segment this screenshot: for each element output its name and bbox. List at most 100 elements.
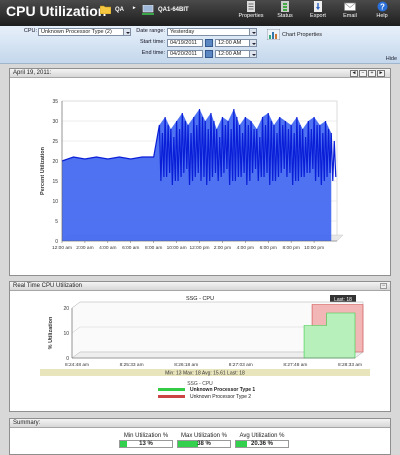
chevron-down-icon: [249, 40, 256, 46]
x-tick-label: 10:00 pm: [304, 245, 324, 251]
status-icon: [281, 1, 289, 12]
x-tick-label: 8:00 am: [145, 245, 162, 251]
legend-label: Unknown Processor Type 2: [190, 394, 251, 400]
chevron-down-icon: [123, 29, 130, 35]
y-tick-label: 10: [63, 331, 69, 337]
prev-day-button[interactable]: ◄: [350, 70, 358, 77]
x-tick-label: 8:25:33 am: [120, 362, 144, 368]
start-date-input[interactable]: 04/19/2011: [167, 39, 203, 47]
help-icon: ?: [377, 1, 387, 12]
avg-utilization-value: 20.36 %: [250, 441, 274, 447]
chevron-down-icon: [249, 51, 256, 57]
status-label: Status: [277, 13, 293, 19]
date-range-label: Date range:: [136, 28, 165, 34]
chevron-down-icon: [249, 29, 256, 35]
x-tick-label: 4:00 am: [99, 245, 116, 251]
grid-line-depth: [71, 301, 81, 309]
calendar-icon[interactable]: [205, 50, 213, 58]
date-range-value: Yesterday: [170, 29, 195, 35]
x-tick-label: 8:27:48 am: [283, 362, 307, 368]
cpu-label: CPU:: [23, 28, 37, 34]
x-tick-label: 8:28:33 am: [338, 362, 362, 368]
collapse-button[interactable]: −: [380, 283, 387, 289]
x-tick-label: 8:26:18 am: [174, 362, 198, 368]
x-tick-label: 12:00 pm: [189, 245, 209, 251]
x-tick-label: 4:00 pm: [237, 245, 254, 251]
max-utilization: Max Utilization % 38 %: [177, 433, 231, 448]
y-tick-label: 30: [52, 119, 58, 125]
summary-panel: Summary: Min Utilization % 13 % Max Util…: [9, 418, 391, 455]
email-icon: [344, 2, 356, 11]
export-button[interactable]: Export: [304, 1, 332, 19]
email-button[interactable]: Email: [336, 1, 364, 19]
avg-utilization: Avg Utilization % 20.36 %: [235, 433, 289, 448]
history-chart: 0 5 10 15 20 25 30 35 12:00 am 2:00 am 4:00 am 6:00…: [40, 99, 344, 251]
realtime-panel-title: Real Time CPU Utilization: [13, 283, 83, 289]
calendar-icon[interactable]: [205, 39, 213, 47]
hide-link[interactable]: Hide: [385, 56, 397, 62]
min-utilization: Min Utilization % 13 %: [119, 433, 173, 448]
x-tick-label: 8:00 pm: [282, 245, 299, 251]
chart-properties-icon: [267, 29, 280, 40]
y-tick-label: 20: [52, 159, 58, 165]
y-tick-label: 35: [52, 99, 58, 105]
cpu-select[interactable]: Unknown Processor Type (2): [38, 28, 131, 36]
start-time-select[interactable]: 12:00 AM: [215, 39, 257, 47]
x-tick-label: 6:00 pm: [260, 245, 277, 251]
breadcrumb-device[interactable]: QA1-64BIT: [142, 5, 189, 15]
breadcrumb-device-label: QA1-64BIT: [158, 7, 189, 13]
max-utilization-box: 38 %: [177, 440, 231, 448]
breadcrumb-separator: ▸: [133, 5, 136, 11]
realtime-chart: SSG - CPU Last: 18 0 10 20 8:24:48 am 8:25:33 …: [40, 295, 370, 400]
start-time-value: 12:00 AM: [218, 40, 242, 46]
legend-swatch: [158, 395, 185, 398]
grid-line-depth: [71, 326, 81, 334]
y-tick-label: 10: [52, 199, 58, 205]
breadcrumb-group[interactable]: QA: [100, 5, 124, 14]
chart-properties-button[interactable]: Chart Properties: [267, 29, 322, 40]
folder-icon: [100, 5, 111, 14]
legend-label: Unknown Processor Type 1: [190, 387, 255, 393]
last-value-badge-text: Last: 18: [334, 297, 352, 303]
legend-title: SSG - CPU: [187, 381, 213, 387]
max-utilization-bar: [178, 441, 198, 447]
properties-label: Properties: [238, 13, 264, 19]
top-bar: CPU Utilization QA ▸ QA1-64BIT Propertie…: [0, 0, 400, 26]
x-tick-label: 8:27:03 am: [229, 362, 253, 368]
next-day-button[interactable]: ►: [377, 70, 385, 77]
end-date-input[interactable]: 04/20/2011: [167, 50, 203, 58]
page-title: CPU Utilization: [6, 3, 107, 19]
realtime-panel: Real Time CPU Utilization − SSG - CPU Las…: [9, 281, 391, 412]
x-tick-label: 8:24:48 am: [65, 362, 89, 368]
help-label: Help: [376, 13, 388, 19]
end-time-select[interactable]: 12:00 AM: [215, 50, 257, 58]
realtime-panel-header: Real Time CPU Utilization −: [10, 282, 390, 291]
date-range-select[interactable]: Yesterday: [167, 28, 257, 36]
zoom-in-button[interactable]: +: [368, 70, 376, 77]
summary-panel-header: Summary:: [10, 419, 390, 428]
min-utilization-bar: [120, 441, 127, 447]
y-tick-label: 25: [52, 139, 58, 145]
filter-bar: CPU: Unknown Processor Type (2) Date ran…: [0, 26, 400, 64]
export-label: Export: [310, 13, 326, 19]
end-time-label: End time:: [141, 50, 165, 56]
min-utilization-label: Min Utilization %: [123, 433, 169, 439]
y-tick-label: 0: [55, 239, 58, 245]
history-panel: April 19, 2011: ◄ − + ► 0 5 10 15 20 25 30 35 12…: [9, 68, 391, 276]
series-line: [61, 108, 337, 186]
server-icon: [142, 5, 154, 15]
zoom-out-button[interactable]: −: [359, 70, 367, 77]
help-button[interactable]: ? Help: [368, 1, 396, 19]
x-tick-label: 2:00 pm: [214, 245, 231, 251]
legend-swatch: [158, 388, 185, 391]
status-button[interactable]: Status: [271, 1, 299, 19]
x-tick-label: 6:00 am: [122, 245, 139, 251]
start-time-label: Start time:: [139, 39, 165, 45]
properties-button[interactable]: Properties: [237, 1, 265, 19]
cpu-select-value: Unknown Processor Type (2): [41, 29, 112, 35]
zoom-out-icon: −: [361, 70, 365, 76]
summary-panel-title: Summary:: [13, 420, 41, 426]
min-utilization-box: 13 %: [119, 440, 173, 448]
stats-label: Min: 13 Max: 18 Avg: 15.61 Last: 18: [165, 370, 245, 376]
avg-utilization-bar: [236, 441, 247, 447]
